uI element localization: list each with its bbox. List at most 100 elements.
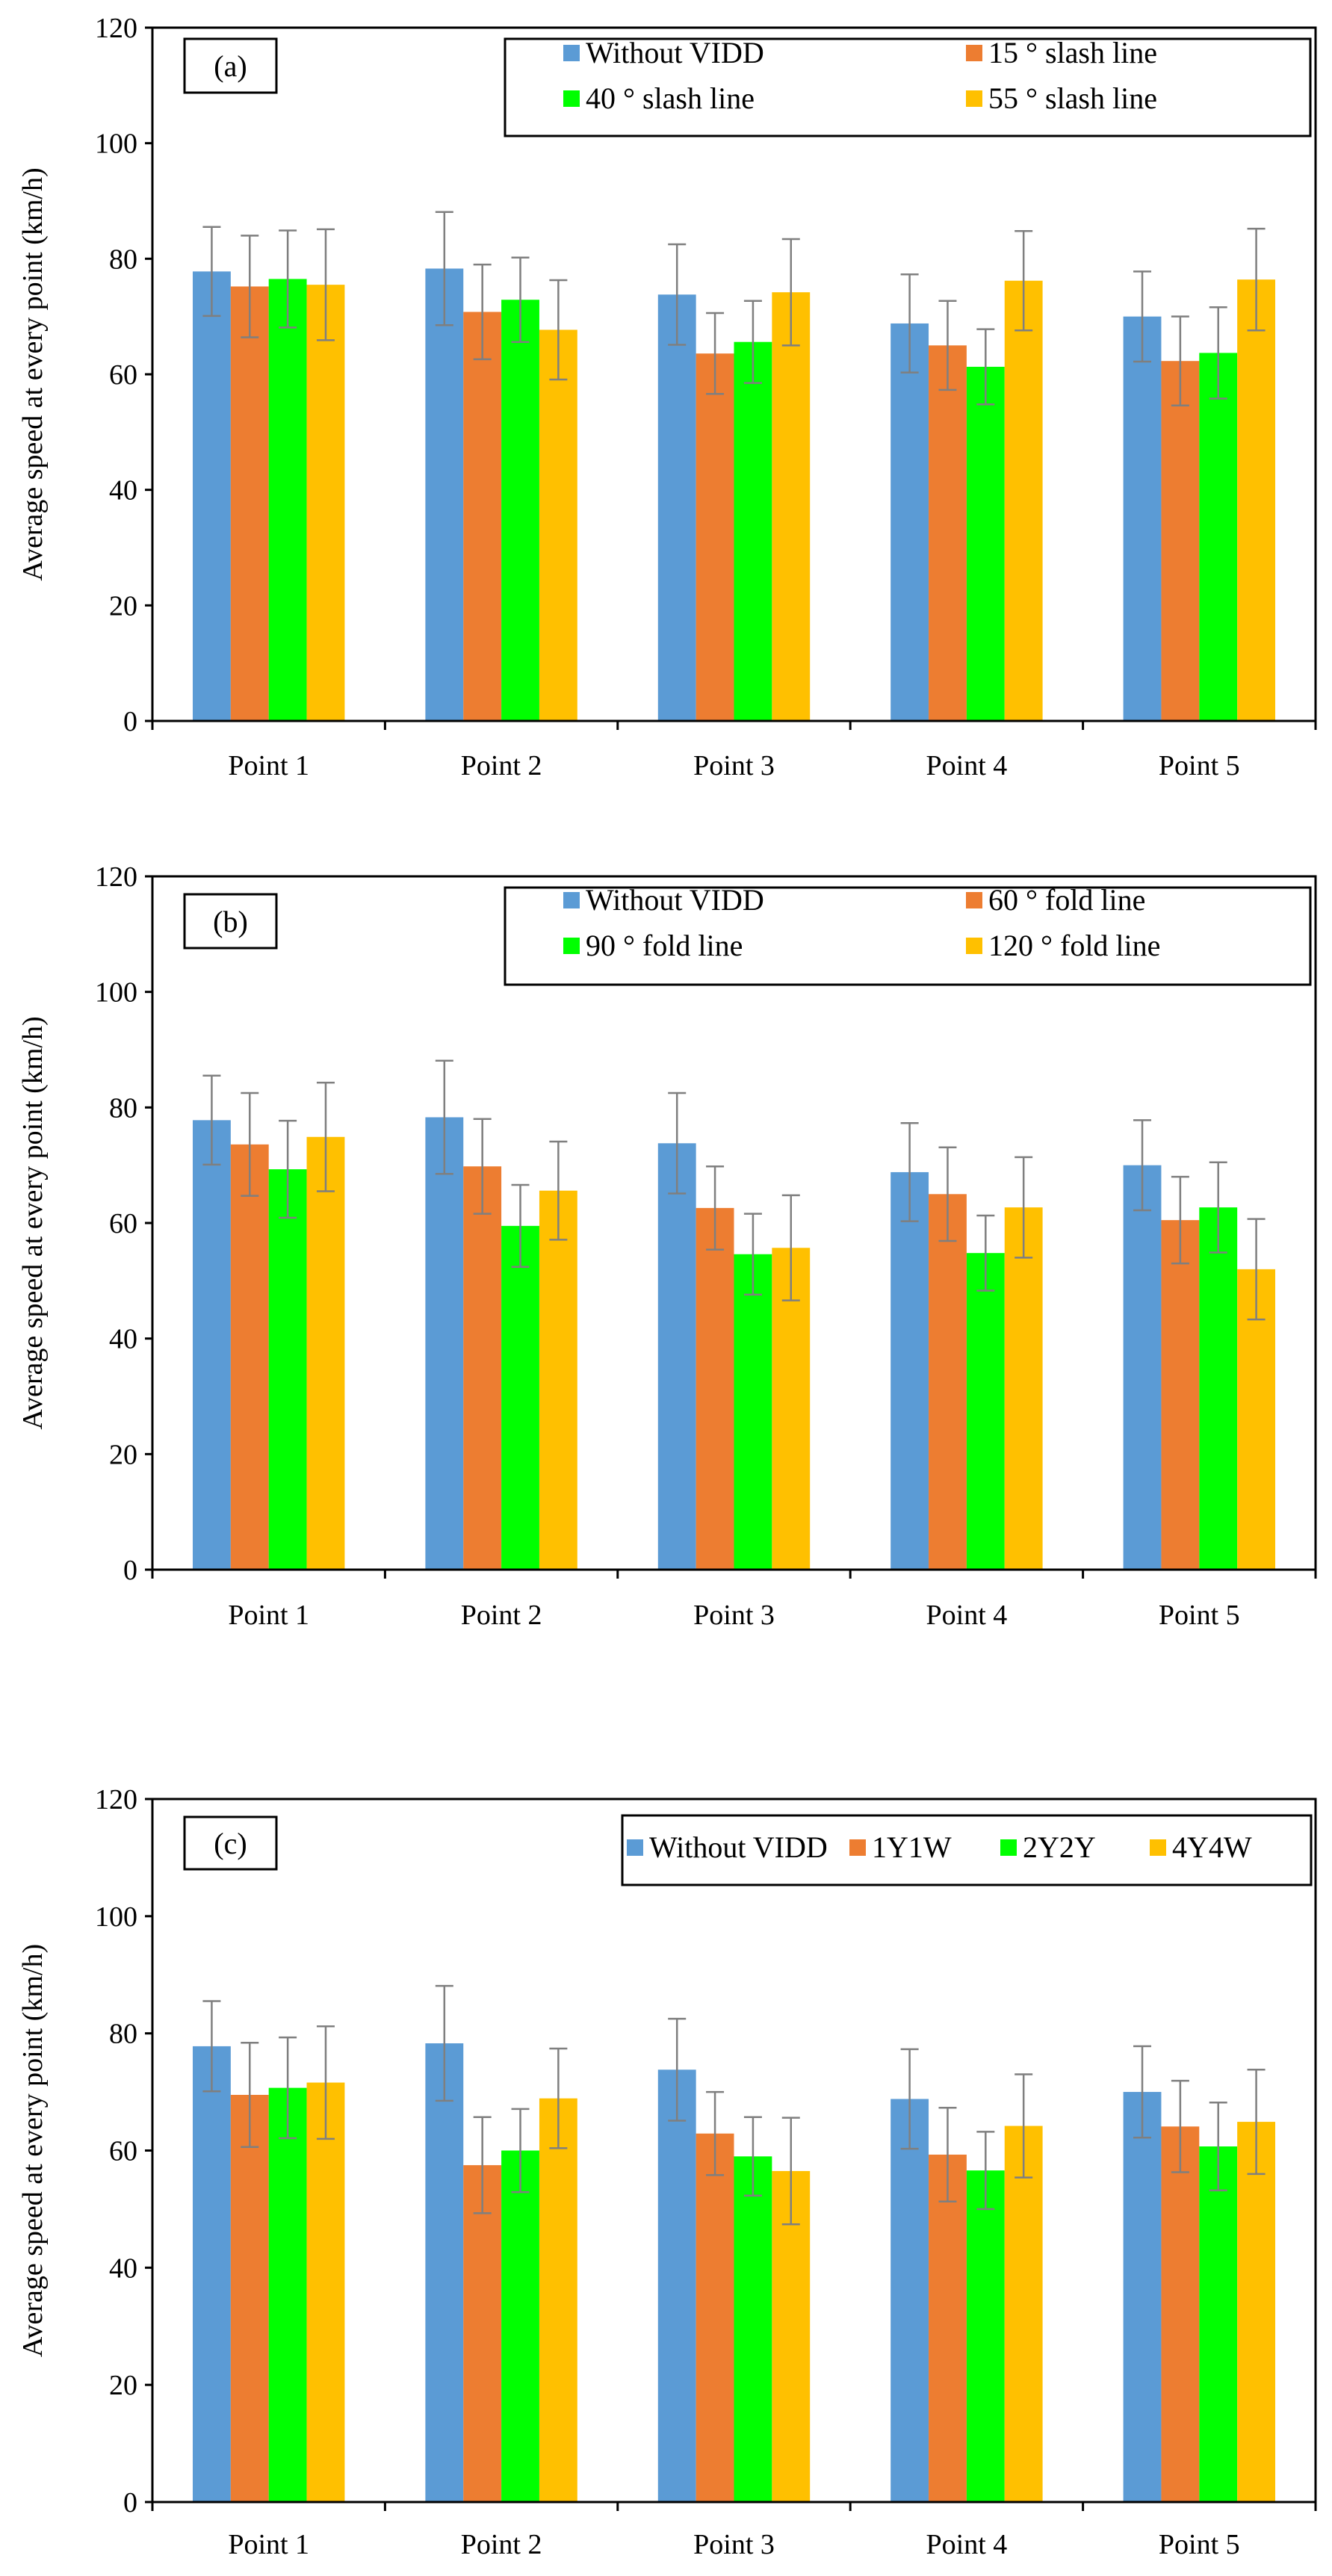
y-tick-label: 120 [95,861,137,893]
x-tick-label: Point 2 [461,2529,542,2560]
y-tick-label: 20 [109,1439,137,1470]
legend-label: Without VIDD [586,36,764,69]
legend: Without VIDD 1Y1W 2Y2Y 4Y4W [621,1814,1313,1886]
y-tick-label: 60 [109,1208,137,1239]
y-axis-label: Average speed at every point (km/h) [17,167,49,580]
bar-90-fold-line-point-3 [734,1254,772,1570]
x-tick-label: Point 4 [926,2529,1008,2560]
legend-swatch [849,1839,866,1856]
chart-panel-2: 0 20 40 60 80 100 120 Average speed at every po… [17,861,1317,1631]
bar-60-fold-line-point-3 [696,1207,734,1570]
x-tick-label: Point 1 [228,2529,309,2560]
bar-120-fold-line-point-2 [539,1190,577,1570]
bar-without-vidd-point-5 [1123,2092,1162,2502]
y-tick-label: 60 [109,359,137,391]
bar-2y2y-point-4 [966,2170,1005,2502]
bar-without-vidd-point-3 [657,1143,696,1570]
bar-60-fold-line-point-5 [1161,1220,1200,1570]
y-tick-label: 100 [95,977,137,1009]
chart-panel-3: 0 20 40 60 80 100 120 Average speed at every po… [17,1784,1317,2560]
bar-without-vidd-point-1 [192,271,231,721]
legend-label: 40 ° slash line [586,81,755,115]
bar-55-slash-line-point-2 [539,329,577,721]
bar-90-fold-line-point-2 [501,1225,539,1570]
bar-60-fold-line-point-2 [463,1166,502,1570]
bar-15-slash-line-point-4 [929,345,967,721]
bar-without-vidd-point-5 [1123,316,1162,722]
y-tick-label: 100 [95,1901,137,1933]
legend-swatch [563,938,580,954]
bar-2y2y-point-2 [501,2150,539,2502]
legend-label: 1Y1W [872,1830,952,1864]
bar-without-vidd-point-2 [425,2043,464,2502]
x-tick-label: Point 5 [1159,1600,1240,1631]
y-tick-label: 120 [95,13,137,44]
y-tick-label: 80 [109,244,137,275]
y-tick-label: 40 [109,475,137,507]
bar-without-vidd-point-2 [425,1117,464,1570]
legend-label: 90 ° fold line [586,929,743,962]
bar-55-slash-line-point-4 [1004,280,1043,722]
bar-4y4w-point-1 [306,2082,345,2502]
x-tick-label: Point 5 [1159,2529,1240,2560]
legend: Without VIDD 15 ° slash line 40 ° slash li… [504,36,1312,137]
y-tick-label: 80 [109,1092,137,1124]
bar-40-slash-line-point-2 [501,300,539,721]
legend-label: Without VIDD [586,883,764,917]
legend-swatch [563,90,580,107]
bar-15-slash-line-point-2 [463,312,502,722]
bar-40-slash-line-point-4 [966,366,1005,721]
bar-40-slash-line-point-1 [268,279,307,721]
bar-2y2y-point-3 [734,2156,772,2502]
bar-60-fold-line-point-1 [230,1144,269,1570]
legend-label: 120 ° fold line [988,929,1160,962]
bar-120-fold-line-point-3 [772,1248,811,1570]
bar-90-fold-line-point-4 [966,1253,1005,1570]
y-tick-label: 40 [109,1324,137,1355]
bar-2y2y-point-1 [268,2087,307,2502]
y-tick-label: 0 [123,706,137,737]
legend-label: 4Y4W [1172,1830,1252,1864]
panel-label: (a) [214,49,247,83]
panel-label: (b) [213,905,248,938]
y-axis-label: Average speed at every point (km/h) [17,1944,49,2357]
bar-1y1w-point-5 [1161,2126,1200,2502]
legend-swatch [966,90,982,107]
legend-swatch [966,892,982,908]
bar-without-vidd-point-5 [1123,1165,1162,1570]
y-tick-label: 0 [123,2487,137,2518]
bar-without-vidd-point-3 [657,294,696,721]
panel-label-box [183,37,278,94]
bar-4y4w-point-2 [539,2098,577,2502]
y-tick-label: 20 [109,590,137,622]
bar-without-vidd-point-1 [192,2046,231,2502]
x-tick-label: Point 2 [461,1600,542,1631]
panel-label: (c) [214,1827,247,1860]
legend-label: 60 ° fold line [988,883,1145,917]
bar-without-vidd-point-4 [890,1171,929,1570]
x-tick-label: Point 4 [926,750,1008,781]
legend-swatch [966,45,982,61]
bar-15-slash-line-point-5 [1161,361,1200,721]
bar-60-fold-line-point-4 [929,1194,967,1570]
y-axis-label: Average speed at every point (km/h) [17,1016,49,1429]
bar-1y1w-point-3 [696,2133,734,2502]
legend-box [621,1814,1313,1886]
legend-swatch [966,938,982,954]
legend-box [504,886,1312,986]
x-tick-label: Point 3 [693,2529,775,2560]
y-tick-label: 0 [123,1555,137,1586]
panel-label-box [183,893,278,950]
chart-panel-1: 0 20 40 60 80 100 120 Average speed at every po… [17,13,1317,781]
bar-2y2y-point-5 [1199,2146,1238,2502]
x-tick-label: Point 3 [693,750,775,781]
x-tick-label: Point 2 [461,750,542,781]
y-tick-label: 40 [109,2253,137,2284]
legend-swatch [1150,1839,1166,1856]
legend-label: 55 ° slash line [988,81,1157,115]
x-tick-label: Point 5 [1159,750,1240,781]
bar-55-slash-line-point-5 [1237,279,1276,721]
legend-label: 15 ° slash line [988,36,1157,69]
legend-swatch [627,1839,643,1856]
